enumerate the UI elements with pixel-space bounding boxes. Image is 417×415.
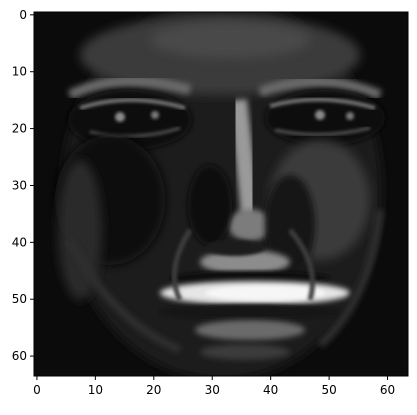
right-nasolabial-fold [288,228,315,301]
left-jaw-line [66,238,182,354]
y-tick-label: 40 [12,235,27,249]
y-axis-ticks: 0 10 20 30 40 50 60 [12,8,34,363]
left-eye-lower-lid [89,126,181,138]
x-tick-label: 50 [321,383,336,397]
left-cheek-ridge [58,160,102,300]
y-tick-label: 60 [12,349,27,363]
y-tick-label: 0 [19,8,27,22]
right-eye-upper-lid [269,97,376,110]
nose-bridge [229,98,259,216]
right-eye-lower-lid [274,126,371,136]
left-brow [67,76,192,100]
chin-highlight [195,320,305,340]
x-tick-label: 60 [380,383,395,397]
mouth-line [170,271,330,285]
face-image [34,12,408,376]
x-tick-label: 20 [146,383,161,397]
x-axis-ticks: 0 10 20 30 40 50 60 [33,376,395,397]
x-tick-label: 0 [33,383,41,397]
plot-frame [33,11,409,377]
x-tick-label: 10 [88,383,103,397]
nose-tip [228,209,272,241]
upper-lip-highlight [200,250,290,274]
y-tick-label: 50 [12,292,27,306]
philtrum-shadow [205,240,265,256]
y-tick-label: 10 [12,65,27,79]
left-nasolabial-fold [171,228,193,302]
under-lip-shadow [160,304,340,320]
right-jaw-line [317,209,384,348]
right-pupil [315,110,325,120]
x-tick-label: 40 [263,383,278,397]
chin-lower [200,344,290,360]
y-tick-label: 30 [12,178,27,192]
x-tick-label: 30 [205,383,220,397]
right-brow [258,76,382,100]
left-eye-glint [151,111,159,119]
nose-shadow [188,165,232,245]
lower-lip-core [205,286,325,300]
right-eye-glint [346,112,354,120]
left-eye-upper-lid [79,98,186,110]
left-pupil [115,112,125,122]
y-tick-label: 20 [12,122,27,136]
forehead-top-highlight [150,22,310,58]
